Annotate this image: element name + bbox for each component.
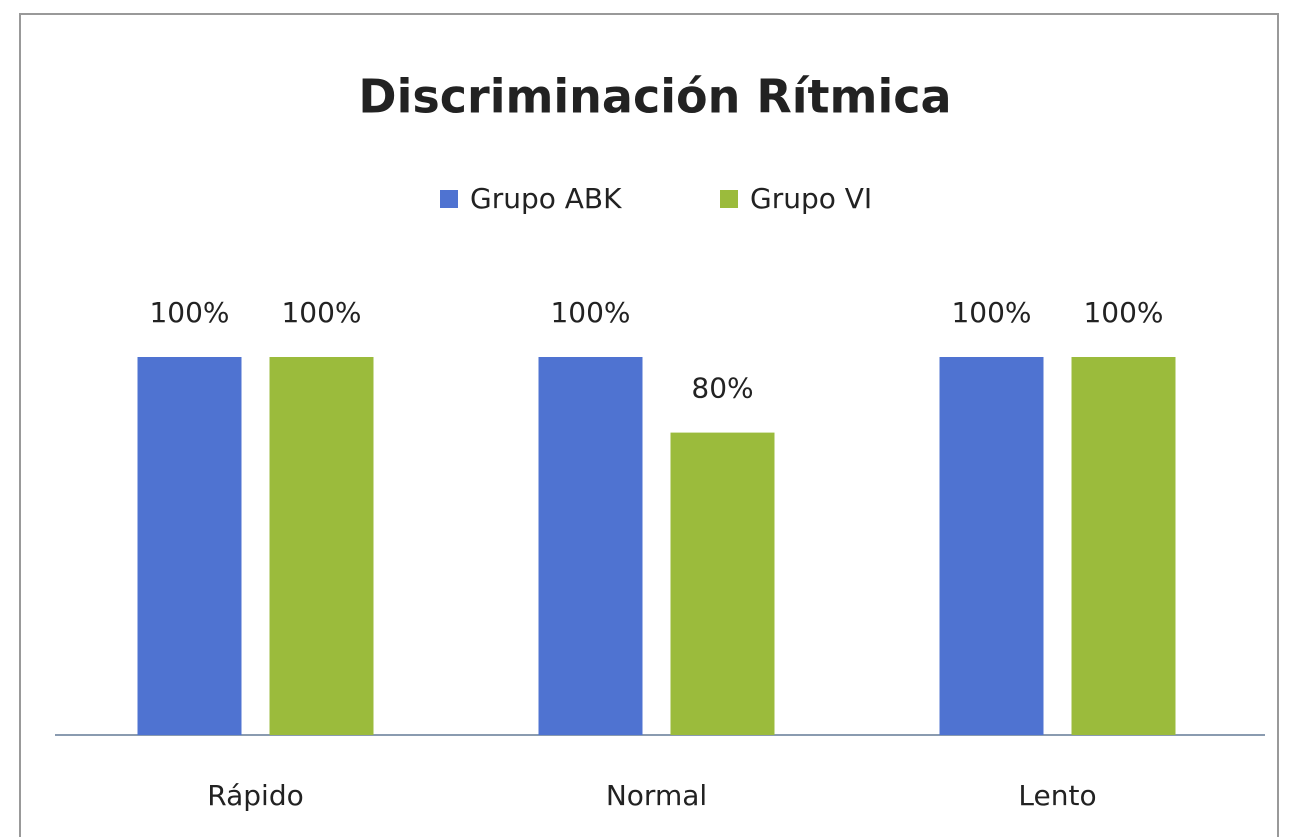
bar	[269, 357, 374, 735]
data-label: 100%	[1083, 296, 1163, 329]
bar	[137, 357, 242, 735]
legend-swatch	[440, 190, 458, 208]
legend-label: Grupo ABK	[470, 182, 622, 215]
data-label: 100%	[281, 296, 361, 329]
data-label: 80%	[691, 372, 753, 405]
legend-label: Grupo VI	[750, 182, 872, 215]
x-tick-label: Rápido	[207, 779, 303, 812]
data-label: 100%	[149, 296, 229, 329]
chart-title: Discriminación Rítmica	[358, 70, 951, 124]
bar	[538, 357, 643, 735]
bar	[1071, 357, 1176, 735]
x-tick-label: Normal	[606, 779, 707, 812]
bar	[670, 432, 775, 735]
data-label: 100%	[550, 296, 630, 329]
x-tick-label: Lento	[1018, 779, 1096, 812]
data-label: 100%	[951, 296, 1031, 329]
legend-swatch	[720, 190, 738, 208]
bar	[939, 357, 1044, 735]
